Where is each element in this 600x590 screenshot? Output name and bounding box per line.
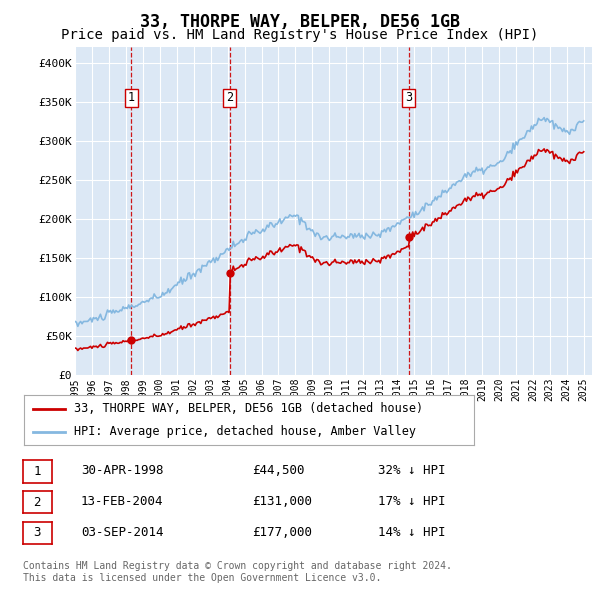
- Text: HPI: Average price, detached house, Amber Valley: HPI: Average price, detached house, Ambe…: [74, 425, 415, 438]
- Text: £44,500: £44,500: [252, 464, 305, 477]
- Text: 32% ↓ HPI: 32% ↓ HPI: [378, 464, 445, 477]
- Text: 33, THORPE WAY, BELPER, DE56 1GB (detached house): 33, THORPE WAY, BELPER, DE56 1GB (detach…: [74, 402, 422, 415]
- Text: 33, THORPE WAY, BELPER, DE56 1GB: 33, THORPE WAY, BELPER, DE56 1GB: [140, 13, 460, 31]
- Text: £131,000: £131,000: [252, 495, 312, 508]
- Text: 30-APR-1998: 30-APR-1998: [81, 464, 163, 477]
- Text: 14% ↓ HPI: 14% ↓ HPI: [378, 526, 445, 539]
- Text: 13-FEB-2004: 13-FEB-2004: [81, 495, 163, 508]
- Text: 1: 1: [34, 465, 41, 478]
- Text: 3: 3: [405, 91, 412, 104]
- Text: £177,000: £177,000: [252, 526, 312, 539]
- Text: 3: 3: [34, 526, 41, 539]
- Text: 17% ↓ HPI: 17% ↓ HPI: [378, 495, 445, 508]
- Text: 2: 2: [34, 496, 41, 509]
- Text: 03-SEP-2014: 03-SEP-2014: [81, 526, 163, 539]
- Text: 1: 1: [128, 91, 135, 104]
- Text: 2: 2: [226, 91, 233, 104]
- Text: Contains HM Land Registry data © Crown copyright and database right 2024.
This d: Contains HM Land Registry data © Crown c…: [23, 561, 452, 583]
- Text: Price paid vs. HM Land Registry's House Price Index (HPI): Price paid vs. HM Land Registry's House …: [61, 28, 539, 42]
